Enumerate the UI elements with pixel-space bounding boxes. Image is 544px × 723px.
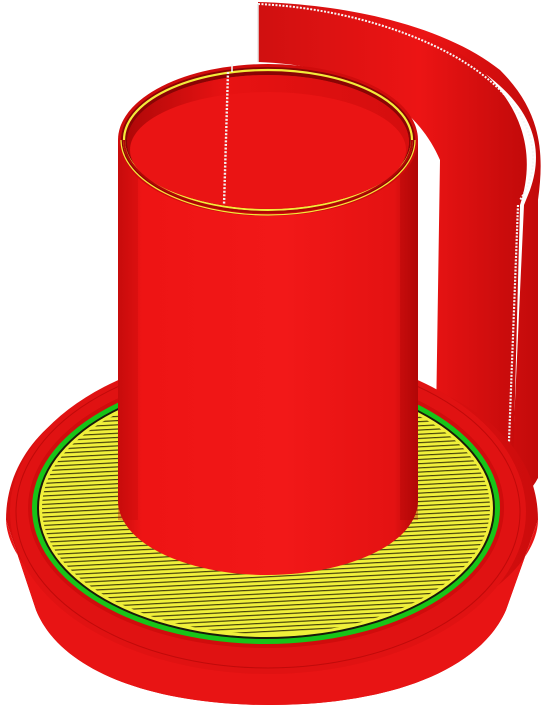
- wall-travel-marks: [257, 3, 535, 201]
- cylinder-seam-marks: [222, 71, 230, 206]
- tall-cylinder: [118, 64, 418, 575]
